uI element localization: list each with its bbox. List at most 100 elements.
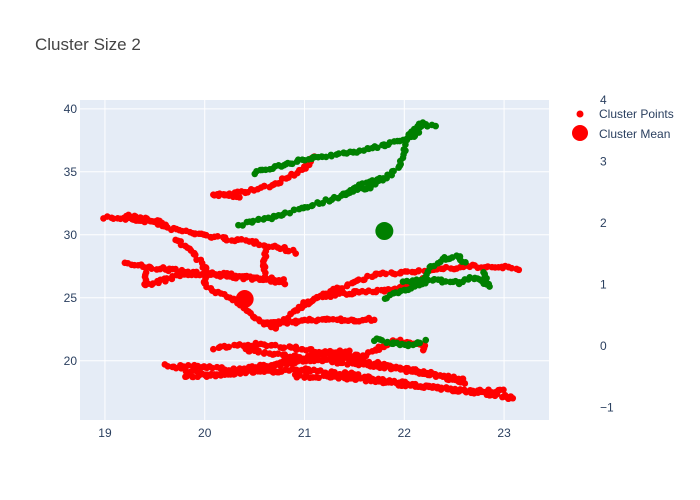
data-point — [183, 373, 190, 380]
y2-tick-label: 0 — [600, 339, 607, 353]
y2-tick-label: 2 — [600, 216, 607, 230]
y2-tick-label: 3 — [600, 155, 607, 169]
y-tick-label: 40 — [64, 102, 78, 116]
data-point — [309, 153, 317, 161]
data-point — [126, 213, 134, 220]
data-point — [419, 119, 427, 126]
y2-tick-label: 1 — [600, 278, 607, 292]
y-tick-label: 20 — [64, 354, 78, 368]
data-point — [461, 380, 469, 387]
data-point — [442, 263, 450, 271]
legend-item-cluster-mean[interactable]: Cluster Mean — [572, 125, 670, 141]
legend-label-cluster-mean: Cluster Mean — [599, 127, 670, 141]
y-tick-label: 25 — [64, 291, 78, 305]
data-point — [509, 394, 517, 402]
data-point — [346, 347, 353, 355]
data-point — [438, 384, 445, 392]
y-tick-label: 35 — [64, 165, 78, 179]
data-point — [329, 358, 336, 366]
data-point — [362, 377, 370, 385]
data-points — [100, 119, 523, 403]
data-point — [261, 182, 268, 190]
data-point — [432, 122, 439, 130]
data-point — [281, 280, 289, 288]
data-point — [290, 206, 298, 214]
data-point — [246, 347, 253, 355]
data-point — [370, 316, 378, 324]
data-point — [280, 344, 288, 351]
x-tick-label: 20 — [198, 426, 212, 440]
data-point — [480, 269, 487, 276]
data-point — [196, 371, 203, 379]
data-point — [243, 274, 250, 281]
data-point — [272, 341, 279, 349]
data-point — [259, 276, 267, 284]
data-point — [142, 264, 150, 271]
data-point — [335, 150, 343, 157]
data-point — [484, 280, 492, 288]
data-point — [419, 346, 427, 354]
legend[interactable]: Cluster Points Cluster Mean — [572, 107, 674, 141]
data-point — [500, 386, 507, 394]
data-point — [388, 379, 395, 386]
x-axis-ticks: 19 20 21 22 23 — [98, 426, 511, 440]
data-point — [328, 152, 335, 160]
data-point — [338, 285, 346, 292]
y2-axis-ticks: −1 0 1 2 3 4 — [600, 93, 614, 415]
x-tick-label: 19 — [98, 426, 112, 440]
data-point — [223, 236, 230, 244]
x-tick-label: 21 — [298, 426, 312, 440]
legend-marker-cluster-mean — [572, 125, 588, 141]
data-point — [148, 265, 155, 273]
chart-title: Cluster Size 2 — [35, 35, 141, 54]
data-point — [429, 384, 436, 391]
data-point — [390, 167, 397, 175]
data-point — [210, 345, 217, 353]
data-point — [322, 153, 330, 161]
data-point — [293, 346, 300, 353]
data-point — [508, 264, 515, 272]
data-point — [225, 343, 233, 351]
data-point — [374, 144, 381, 152]
data-point — [162, 221, 169, 229]
data-point — [469, 387, 477, 395]
data-point — [309, 201, 316, 209]
y2-tick-label: −1 — [600, 401, 614, 415]
legend-item-cluster-points[interactable]: Cluster Points — [576, 107, 674, 121]
cluster-mean-marker — [235, 290, 254, 309]
y2-tick-label: 4 — [600, 93, 607, 107]
data-point — [462, 258, 469, 266]
data-point — [143, 215, 151, 222]
data-point — [382, 270, 390, 278]
x-tick-label: 22 — [398, 426, 412, 440]
data-point — [255, 241, 263, 249]
cluster-mean-marker — [375, 222, 394, 241]
data-point — [415, 129, 423, 136]
data-point — [283, 320, 291, 327]
data-point — [184, 362, 192, 369]
y-tick-label: 30 — [64, 228, 78, 242]
data-point — [210, 191, 217, 198]
data-point — [236, 194, 243, 201]
data-point — [163, 275, 170, 282]
data-point — [404, 380, 411, 388]
data-point — [249, 217, 257, 225]
data-point — [368, 177, 376, 184]
data-point — [422, 336, 430, 344]
data-point — [214, 233, 221, 240]
data-point — [255, 215, 262, 223]
data-point — [315, 374, 323, 382]
data-point — [416, 339, 424, 347]
data-point — [403, 268, 411, 275]
data-point — [355, 276, 362, 283]
data-point — [292, 250, 299, 257]
data-point — [207, 370, 215, 378]
legend-label-cluster-points: Cluster Points — [599, 107, 674, 121]
y-axis-ticks: 20 25 30 35 40 — [64, 102, 78, 368]
data-point — [499, 264, 507, 272]
data-point — [469, 261, 476, 269]
data-point — [255, 347, 262, 355]
data-point — [415, 267, 423, 274]
data-point — [515, 266, 523, 274]
